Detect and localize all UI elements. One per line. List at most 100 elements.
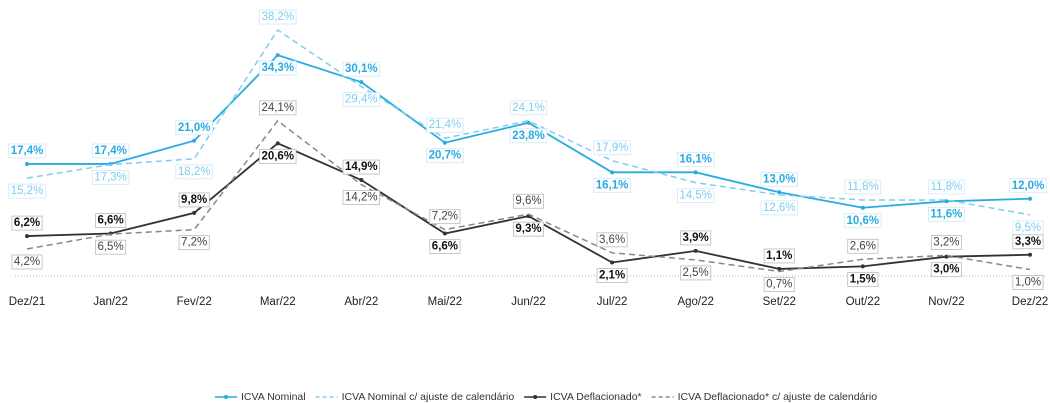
label-box xyxy=(342,61,381,77)
label-box xyxy=(8,143,46,159)
data-label: 34,3% xyxy=(261,62,294,74)
label-box xyxy=(763,248,795,264)
data-label: 1,5% xyxy=(850,273,876,285)
label-box xyxy=(509,100,548,116)
x-tick-label: Set/22 xyxy=(763,296,796,308)
point xyxy=(275,141,280,146)
data-label: 11,6% xyxy=(930,208,962,220)
data-label: 6,5% xyxy=(97,241,123,253)
label-box xyxy=(512,193,545,209)
x-tick-label: Out/22 xyxy=(846,296,881,308)
data-label: 11,8% xyxy=(931,181,963,193)
x-tick-label: Dez/21 xyxy=(9,296,45,308)
data-label: 23,8% xyxy=(512,130,545,142)
label-box xyxy=(509,128,548,144)
data-label: 20,6% xyxy=(261,150,294,162)
label-box xyxy=(593,140,631,156)
point xyxy=(610,260,615,265)
label-box xyxy=(676,151,715,167)
point xyxy=(1028,196,1032,201)
data-label: 17,4% xyxy=(94,145,127,157)
x-tick-label: Dez/22 xyxy=(1012,296,1048,308)
point xyxy=(944,199,949,204)
label-box xyxy=(91,170,130,186)
data-label: 24,1% xyxy=(261,102,294,114)
label-box xyxy=(928,206,965,222)
data-label: 11,8% xyxy=(847,181,879,193)
data-label: 17,4% xyxy=(11,145,44,157)
data-label: 3,9% xyxy=(683,232,709,244)
label-box xyxy=(426,117,464,133)
x-tick-label: Jan/22 xyxy=(93,296,128,308)
point xyxy=(1028,252,1032,257)
data-label: 0,7% xyxy=(766,279,792,291)
x-tick-label: Ago/22 xyxy=(677,296,713,308)
data-label: 6,2% xyxy=(14,217,40,229)
data-label: 7,2% xyxy=(181,237,207,249)
point xyxy=(860,205,865,210)
data-label: 29,4% xyxy=(345,94,378,106)
data-label: 10,6% xyxy=(847,215,880,227)
data-label: 12,6% xyxy=(763,202,796,214)
point xyxy=(693,248,698,253)
label-box xyxy=(429,239,461,254)
label-box xyxy=(95,239,127,255)
data-label: 18,2% xyxy=(178,166,211,178)
point xyxy=(25,161,29,166)
label-box xyxy=(596,232,628,248)
data-label: 3,3% xyxy=(1015,236,1041,248)
x-tick-label: Mar/22 xyxy=(260,296,296,308)
label-box xyxy=(91,143,130,159)
data-label: 21,0% xyxy=(178,122,211,134)
label-box xyxy=(175,164,213,180)
data-label: 3,2% xyxy=(933,236,959,248)
label-box xyxy=(680,265,712,281)
data-label: 4,2% xyxy=(14,256,40,268)
data-label: 17,3% xyxy=(94,172,127,184)
x-tick-label: Fev/22 xyxy=(177,296,212,308)
label-box xyxy=(676,188,715,204)
label-box xyxy=(512,221,545,237)
label-box xyxy=(760,200,798,216)
data-label: 7,2% xyxy=(432,211,458,223)
label-box xyxy=(11,254,43,270)
label-box xyxy=(178,192,210,208)
x-tick-label: Abr/22 xyxy=(344,296,378,308)
label-box xyxy=(342,92,381,108)
series-line xyxy=(26,28,1031,216)
label-box xyxy=(95,213,127,228)
label-box xyxy=(11,215,43,231)
point xyxy=(777,266,782,271)
label-box xyxy=(426,148,464,164)
data-label: 6,6% xyxy=(432,241,458,253)
data-label: 16,1% xyxy=(679,153,712,165)
label-box xyxy=(847,271,879,287)
label-box xyxy=(847,238,879,254)
label-box xyxy=(259,60,297,76)
label-box xyxy=(844,213,882,229)
data-label: 2,5% xyxy=(683,267,709,279)
data-label: 20,7% xyxy=(429,150,462,162)
label-box xyxy=(1012,234,1044,250)
data-label: 1,1% xyxy=(766,250,792,262)
point xyxy=(25,234,29,239)
point xyxy=(610,170,615,175)
label-box xyxy=(178,235,210,251)
label-box xyxy=(680,230,712,246)
point xyxy=(192,138,197,143)
point xyxy=(442,231,447,236)
point xyxy=(442,140,447,145)
data-label: 30,1% xyxy=(345,63,378,75)
data-label: 38,2% xyxy=(261,11,294,23)
legend-label: ICVA Nominal c/ ajuste de calendário xyxy=(342,391,515,403)
x-tick-label: Nov/22 xyxy=(928,296,964,308)
x-tick-label: Jun/22 xyxy=(511,296,546,308)
data-label: 3,6% xyxy=(599,234,625,246)
point xyxy=(275,53,280,58)
point xyxy=(860,264,865,269)
data-label: 14,9% xyxy=(345,161,378,173)
legend-label: ICVA Nominal xyxy=(241,391,306,403)
data-label: 14,5% xyxy=(679,190,712,202)
label-box xyxy=(763,277,795,292)
